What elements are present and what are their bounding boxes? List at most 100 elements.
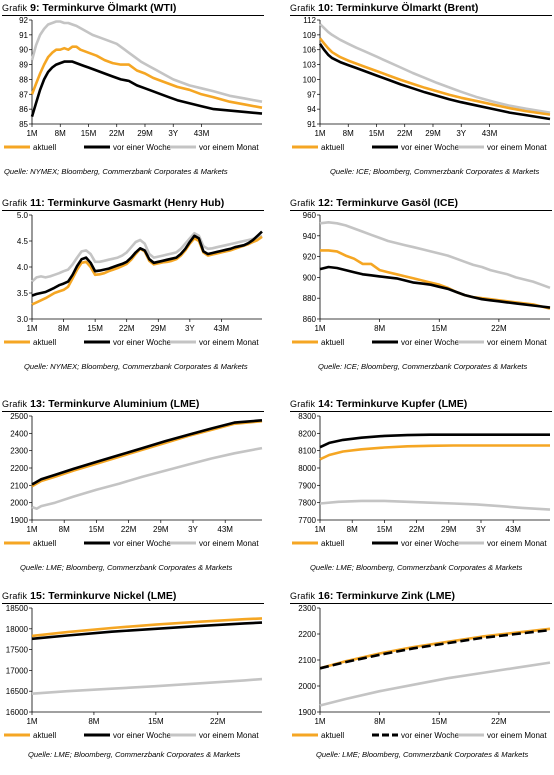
x-tick-label: 1M <box>26 324 37 333</box>
x-tick-label: 8M <box>374 324 385 333</box>
y-tick-label: 18500 <box>6 604 29 613</box>
x-tick-label: 3Y <box>456 129 466 138</box>
y-tick-label: 2000 <box>298 682 316 691</box>
title-rule <box>290 411 552 412</box>
y-tick-label: 8100 <box>298 447 316 456</box>
x-tick-label: 22M <box>119 324 135 333</box>
y-tick-label: 2300 <box>10 447 28 456</box>
legend-label: vor einem Monat <box>487 731 547 740</box>
y-tick-label: 1900 <box>10 516 28 525</box>
x-tick-label: 43M <box>482 129 498 138</box>
y-tick-label: 900 <box>303 273 317 282</box>
chart-panel-14: Grafik 14: Terminkurve Kupfer (LME) 7700… <box>290 398 552 583</box>
series-line-vor-einer-woche <box>319 628 551 670</box>
title-rule <box>2 15 264 16</box>
series-line-vor-einem-monat <box>30 20 263 103</box>
chart-9-plot: 85 86 87 88 89 90 91 92 1M 8M 15M 22M 29M 3Y 43M aktuel… <box>4 16 263 152</box>
y-tick-label: 2200 <box>298 630 316 639</box>
y-tick-label: 8300 <box>298 412 316 421</box>
x-tick-label: 15M <box>377 525 393 534</box>
y-tick-label: 920 <box>303 253 317 262</box>
legend-label: vor einem Monat <box>199 143 259 152</box>
legend-label: aktuell <box>321 143 344 152</box>
chart-title-text: Terminkurve Ölmarkt (Brent) <box>336 2 479 14</box>
x-tick-label: 29M <box>425 129 441 138</box>
legend-label: vor einer Woche <box>401 143 460 152</box>
x-tick-label: 3Y <box>188 525 198 534</box>
chart-title: Grafik 10: Terminkurve Ölmarkt (Brent) <box>290 2 479 14</box>
legend-label: vor einem Monat <box>199 539 259 548</box>
y-tick-label: 109 <box>303 31 317 40</box>
chart-panel-9: Grafik 9: Terminkurve Ölmarkt (WTI) 85 86… <box>2 2 264 187</box>
x-tick-label: 43M <box>214 324 230 333</box>
legend-label: aktuell <box>33 338 56 347</box>
x-tick-label: 15M <box>148 717 164 726</box>
series-line-vor-einem-monat <box>31 677 263 695</box>
chart-title-text: Terminkurve Kupfer (LME) <box>336 398 468 410</box>
series-line-aktuell <box>318 37 551 116</box>
source-note: Quelle: ICE; Bloomberg, Commerzbank Corp… <box>330 167 540 176</box>
y-tick-label: 17500 <box>6 646 29 655</box>
legend-label: vor einem Monat <box>487 143 547 152</box>
y-tick-label: 17000 <box>6 666 29 675</box>
x-tick-label: 29M <box>441 525 457 534</box>
x-tick-label: 8M <box>88 717 99 726</box>
title-rule <box>290 603 552 604</box>
y-tick-label: 16000 <box>6 708 29 717</box>
legend-label: vor einer Woche <box>401 731 460 740</box>
legend-label: vor einem Monat <box>487 338 547 347</box>
x-tick-label: 3Y <box>185 324 195 333</box>
y-tick-label: 2100 <box>10 481 28 490</box>
x-tick-label: 8M <box>58 324 69 333</box>
chart-panel-10: Grafik 10: Terminkurve Ölmarkt (Brent) 9… <box>290 2 552 187</box>
grafik-number: 10 <box>318 2 330 14</box>
chart-title: Grafik 16: Terminkurve Zink (LME) <box>290 590 456 602</box>
x-tick-label: 22M <box>491 324 507 333</box>
grafik-number: 9 <box>30 2 36 14</box>
x-tick-label: 43M <box>505 525 521 534</box>
legend-label: vor einem Monat <box>199 731 259 740</box>
chart-16-plot: 1900 2000 2100 2200 2300 1M 8M 15M 22M aktuell vor… <box>292 604 551 740</box>
x-tick-label: 22M <box>397 129 413 138</box>
y-tick-label: 7800 <box>298 499 316 508</box>
series-line-vor-einer-woche <box>31 419 263 486</box>
source-note: Quelle: LME; Bloomberg, Commerzbank Corp… <box>316 750 529 759</box>
y-tick-label: 8000 <box>298 464 316 473</box>
legend-label: aktuell <box>33 731 56 740</box>
legend-label: aktuell <box>33 539 56 548</box>
grafik-prefix: Grafik <box>290 591 316 601</box>
y-tick-label: 91 <box>19 31 28 40</box>
y-tick-label: 940 <box>303 232 317 241</box>
y-tick-label: 1900 <box>298 708 316 717</box>
chart-title-text: Terminkurve Nickel (LME) <box>48 590 177 602</box>
chart-panel-15: Grafik 15: Terminkurve Nickel (LME) 1600… <box>2 590 264 775</box>
chart-15-plot: 16000 16500 17000 17500 18000 18500 1M 8M 15M 22M… <box>4 604 263 740</box>
y-tick-label: 2300 <box>298 604 316 613</box>
x-tick-label: 22M <box>109 129 125 138</box>
chart-title: Grafik 9: Terminkurve Ölmarkt (WTI) <box>2 2 177 14</box>
grafik-prefix: Grafik <box>290 399 316 409</box>
series-line-vor-einem-monat <box>31 231 263 283</box>
chart-title: Grafik 15: Terminkurve Nickel (LME) <box>2 590 177 602</box>
x-tick-label: 43M <box>194 129 210 138</box>
x-tick-label: 15M <box>431 717 447 726</box>
y-tick-label: 112 <box>303 16 316 25</box>
x-tick-label: 8M <box>374 717 385 726</box>
y-tick-label: 16500 <box>6 687 29 696</box>
series-line-aktuell <box>31 617 263 638</box>
x-tick-label: 1M <box>314 129 325 138</box>
chart-12-plot: 860 880 900 920 940 960 1M 8M 15M 22M aktuell vor e… <box>292 211 551 347</box>
y-tick-label: 5.0 <box>17 211 29 220</box>
chart-title: Grafik 13: Terminkurve Aluminium (LME) <box>2 398 200 410</box>
x-tick-label: 22M <box>210 717 226 726</box>
title-rule <box>290 15 552 16</box>
x-tick-label: 43M <box>217 525 233 534</box>
y-tick-label: 4.5 <box>17 237 29 246</box>
chart-panel-13: Grafik 13: Terminkurve Aluminium (LME) 1… <box>2 398 264 583</box>
series-line-aktuell <box>320 249 551 310</box>
grafik-prefix: Grafik <box>290 3 316 13</box>
chart-panel-12: Grafik 12: Terminkurve Gasöl (ICE) 860 88… <box>290 197 552 382</box>
series-line-vor-einem-monat <box>31 446 263 510</box>
series-line-vor-einem-monat <box>319 221 551 290</box>
series-line-vor-einer-woche <box>31 621 263 641</box>
